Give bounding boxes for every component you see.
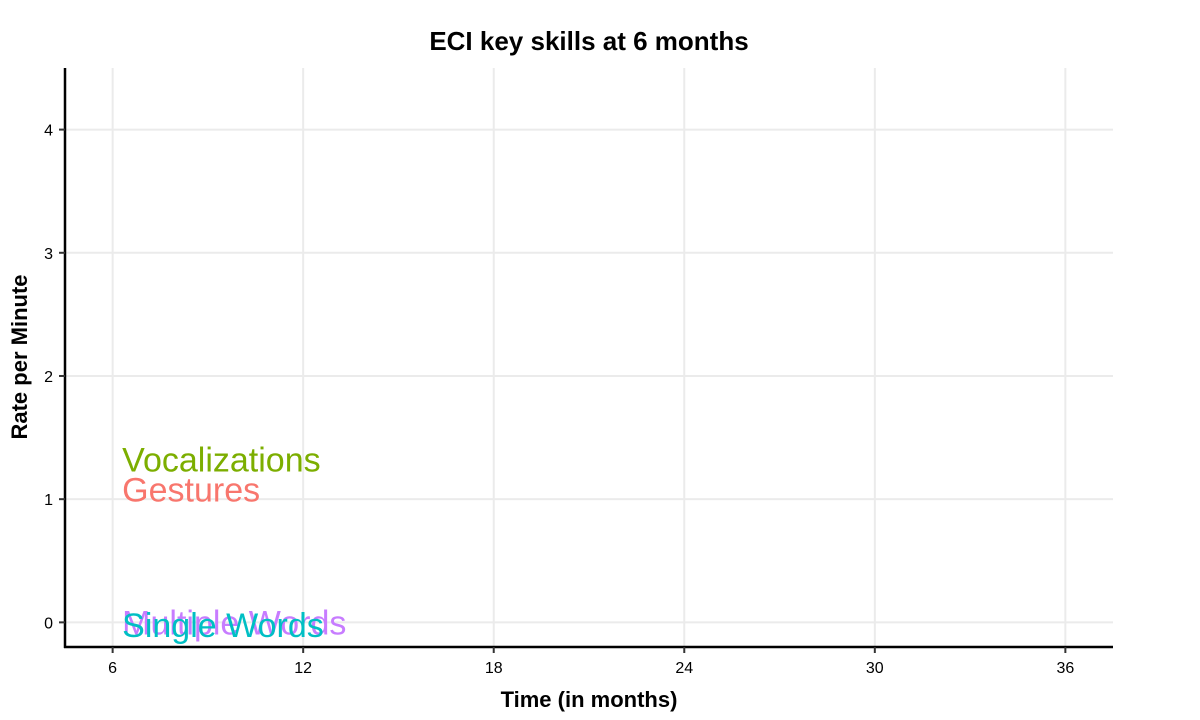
- axes: [63, 68, 1113, 649]
- x-tick-label: 30: [866, 660, 884, 677]
- y-tick-label: 1: [44, 492, 53, 509]
- series-label-gestures: Gestures: [122, 471, 260, 509]
- y-tick-label: 0: [44, 615, 53, 632]
- series-label-vocalizations: Vocalizations: [122, 442, 320, 480]
- gridlines: [65, 68, 1113, 647]
- y-axis-title: Rate per Minute: [7, 274, 32, 439]
- chart-title: ECI key skills at 6 months: [429, 26, 748, 56]
- y-tick-label: 3: [44, 246, 53, 263]
- x-tick-label: 36: [1056, 660, 1074, 677]
- series-label-single-words: Single Words: [122, 607, 324, 645]
- x-tick-label: 18: [485, 660, 503, 677]
- x-tick-label: 12: [294, 660, 312, 677]
- x-tick-label: 24: [675, 660, 693, 677]
- y-tick-label: 4: [44, 123, 53, 140]
- x-tick-label: 6: [108, 660, 117, 677]
- y-tick-label: 2: [44, 369, 53, 386]
- x-axis-title: Time (in months): [501, 687, 678, 712]
- series-label-multiple-words: Multiple Words: [122, 604, 346, 642]
